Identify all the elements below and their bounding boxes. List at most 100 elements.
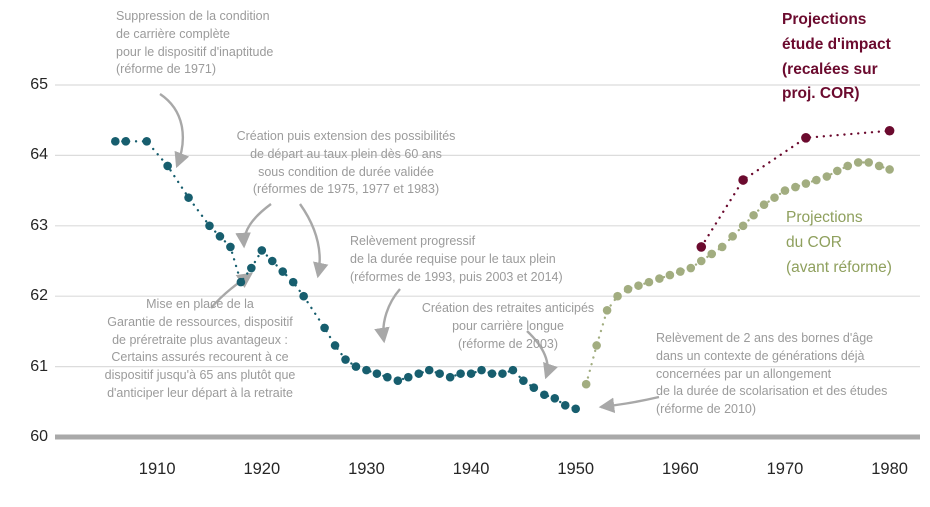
x-axis-tick-label: 1980 (871, 460, 908, 478)
arrow-reformes-1993-icon (374, 288, 401, 344)
data-point (874, 161, 884, 171)
annotation-reformes-1993-2003-2014: Relèvement progressif de la durée requis… (350, 234, 563, 284)
arrow-reformes-1975-b-icon (299, 203, 329, 279)
data-point (236, 277, 246, 287)
data-point (351, 362, 361, 371)
data-point (288, 277, 298, 287)
data-point (822, 172, 832, 181)
arrow-garantie-ressources-icon (210, 272, 253, 309)
data-point (801, 133, 811, 143)
data-point (707, 249, 717, 259)
data-point (383, 372, 392, 382)
x-axis-tick-label: 1960 (661, 460, 699, 478)
y-axis-tick-label: 63 (30, 216, 48, 234)
legend-projections-etude-impact: Projections étude d'impact (recalées sur… (782, 11, 891, 103)
data-point (163, 161, 172, 171)
data-point (812, 175, 821, 185)
data-series (111, 125, 895, 414)
data-point (215, 232, 225, 241)
data-point (257, 246, 267, 255)
data-point (613, 291, 622, 301)
data-point (581, 379, 591, 389)
series-impact (696, 125, 895, 252)
data-point (403, 372, 413, 382)
annotation-arrows (159, 93, 660, 414)
data-point (320, 323, 329, 333)
x-axis-tick-label: 1910 (138, 460, 176, 478)
data-point (299, 291, 308, 301)
data-point (759, 200, 769, 209)
x-axis-tick-label: 1930 (348, 460, 385, 478)
data-point (341, 355, 350, 364)
data-point (466, 369, 476, 378)
data-point (487, 369, 497, 378)
y-axis-tick-label: 65 (30, 76, 48, 93)
data-point (696, 242, 707, 252)
data-point (142, 137, 152, 146)
data-point (330, 341, 340, 350)
data-point (634, 281, 643, 290)
x-axis-tick-label: 1920 (243, 460, 281, 478)
x-axis-tick-label: 1950 (557, 460, 595, 478)
arrow-reforme-1971-icon (159, 93, 190, 169)
data-point (247, 263, 256, 273)
data-point (278, 267, 288, 276)
y-axis-tick-label: 60 (30, 428, 48, 445)
data-point (184, 193, 193, 202)
data-point (686, 263, 696, 273)
annotation-reforme-1971: Suppression de la condition de carrière … (116, 9, 274, 77)
data-point (226, 242, 235, 252)
data-point (498, 369, 507, 378)
arrow-reformes-1975-a-icon (235, 203, 272, 249)
data-point (540, 390, 549, 400)
series-cor (581, 158, 894, 389)
data-point (372, 369, 382, 378)
data-point (121, 137, 131, 146)
data-point (477, 365, 486, 375)
data-point (843, 161, 853, 171)
annotation-reformes-1975-1977-1983: Création puis extension des possibilités… (236, 129, 456, 197)
data-point (529, 383, 539, 393)
data-point (560, 401, 570, 410)
series-observe (111, 137, 581, 414)
data-point (738, 175, 748, 185)
data-point (592, 341, 601, 350)
data-point (655, 274, 664, 283)
x-axis-tick-label: 1970 (766, 460, 804, 478)
data-point (749, 210, 758, 220)
data-point (696, 256, 706, 266)
data-point (414, 369, 424, 378)
data-point (508, 365, 518, 375)
data-point (770, 193, 779, 202)
data-point (424, 365, 434, 375)
data-point (853, 158, 863, 167)
annotation-reforme-2010: Relèvement de 2 ans des bornes d'âge dan… (656, 331, 888, 416)
data-point (780, 186, 790, 195)
annotation-garantie-ressources: Mise en place de la Garantie de ressourc… (104, 297, 296, 400)
data-point (864, 158, 873, 167)
data-point (393, 376, 403, 385)
annotation-reforme-2003: Création des retraites anticipés pour ca… (421, 301, 595, 351)
data-point (717, 242, 727, 252)
data-point (550, 393, 560, 403)
data-point (665, 270, 675, 280)
data-point (205, 221, 214, 231)
arrow-reforme-2010-icon (598, 395, 660, 414)
data-point (445, 372, 455, 382)
data-point (602, 305, 612, 315)
arrow-reforme-2003-icon (526, 330, 558, 380)
data-point (884, 125, 895, 136)
data-point (791, 182, 800, 192)
data-point (738, 221, 748, 231)
data-point (728, 232, 737, 241)
y-axis-tick-label: 64 (30, 146, 48, 164)
data-point (801, 179, 811, 188)
legend-projections-cor: Projections du COR (avant réforme) (786, 209, 892, 276)
data-point (623, 284, 633, 294)
x-axis-tick-label: 1940 (452, 460, 490, 478)
data-point (456, 369, 465, 378)
y-axis-tick-label: 61 (30, 357, 48, 375)
data-point (885, 165, 894, 174)
